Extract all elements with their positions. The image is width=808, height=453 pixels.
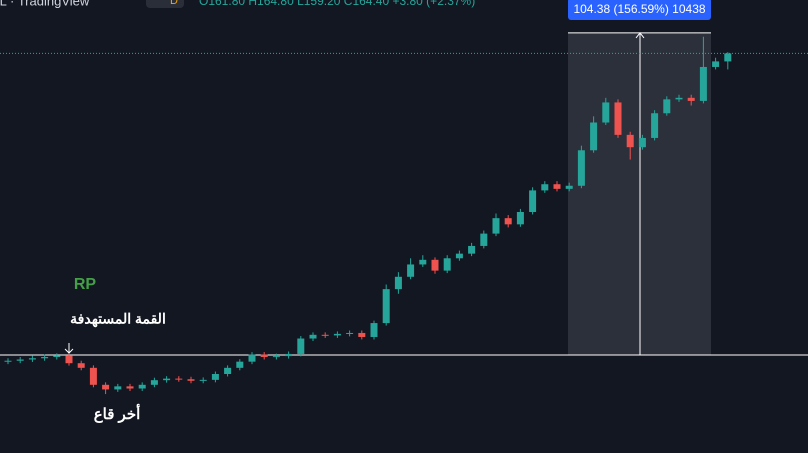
- interval: D: [170, 0, 178, 7]
- candle-body: [77, 363, 85, 368]
- candle-body: [455, 253, 463, 259]
- candle-body: [297, 338, 305, 354]
- candle-body: [394, 276, 402, 290]
- candle-body: [4, 360, 12, 362]
- candle-body: [443, 258, 451, 271]
- candle-body: [590, 122, 598, 151]
- candle-body: [431, 259, 439, 271]
- candle-body: [224, 367, 232, 375]
- candle-body: [126, 386, 134, 389]
- annotation: القمة المستهدفة: [70, 311, 166, 328]
- candle-body: [211, 374, 219, 380]
- plot: [0, 32, 808, 395]
- candle-body: [663, 99, 671, 114]
- annotation: RP: [74, 276, 97, 293]
- candle-body: [163, 378, 171, 381]
- candle-body: [699, 66, 707, 101]
- measure-arrowhead: [635, 32, 645, 39]
- annotation: أخر قاع: [94, 403, 141, 423]
- symbol: WUL · TradingView: [0, 0, 90, 8]
- candle-body: [260, 354, 268, 358]
- candle-body: [370, 323, 378, 337]
- candle-body: [102, 384, 110, 390]
- candle-body: [89, 367, 97, 385]
- candle-body: [529, 190, 537, 212]
- candle-body: [333, 333, 341, 336]
- candle-body: [285, 353, 293, 357]
- candle-body: [358, 332, 366, 337]
- candle-body: [724, 53, 732, 62]
- measure-label-bg: [568, 0, 711, 20]
- candle-body: [175, 378, 183, 380]
- candle-body: [53, 355, 61, 358]
- candle-body: [638, 137, 646, 148]
- candle-body: [65, 355, 73, 364]
- candle-body: [480, 233, 488, 246]
- ohlc-legend: O161.80 H164.80 L159.20 C164.40 +3.80 (+…: [199, 0, 475, 8]
- annotation-arrow: [64, 348, 74, 354]
- candle-body: [199, 379, 207, 381]
- candle-body: [28, 358, 36, 360]
- candle-body: [492, 218, 500, 234]
- candle-body: [712, 61, 720, 67]
- candle-body: [602, 102, 610, 123]
- candle-body: [614, 102, 622, 135]
- candle-body: [687, 97, 695, 101]
- candle-body: [236, 361, 244, 368]
- candle-body: [651, 113, 659, 138]
- candle-body: [468, 245, 476, 254]
- candle-body: [138, 384, 146, 389]
- candle-body: [577, 150, 585, 186]
- candle-body: [16, 359, 24, 361]
- candle-body: [150, 380, 158, 385]
- candle-body: [516, 211, 524, 225]
- candle-body: [419, 259, 427, 265]
- candle-body: [114, 386, 122, 390]
- candle-body: [321, 334, 329, 336]
- candle-body: [248, 354, 256, 362]
- candle-body: [187, 379, 195, 381]
- candle-body: [553, 184, 561, 189]
- candle-body: [309, 334, 317, 339]
- candle-body: [407, 264, 415, 277]
- candle-body: [41, 357, 49, 359]
- candle-body: [565, 185, 573, 189]
- interval-badge: [146, 0, 184, 8]
- candle-body: [382, 289, 390, 324]
- candle-body: [504, 218, 512, 225]
- candle-body: [541, 184, 549, 191]
- candle-body: [675, 97, 683, 100]
- candle-body: [272, 356, 280, 358]
- candle-body: [346, 332, 354, 334]
- candle-body: [626, 134, 634, 148]
- measure-label: 104.38 (156.59%) 10438: [573, 2, 705, 16]
